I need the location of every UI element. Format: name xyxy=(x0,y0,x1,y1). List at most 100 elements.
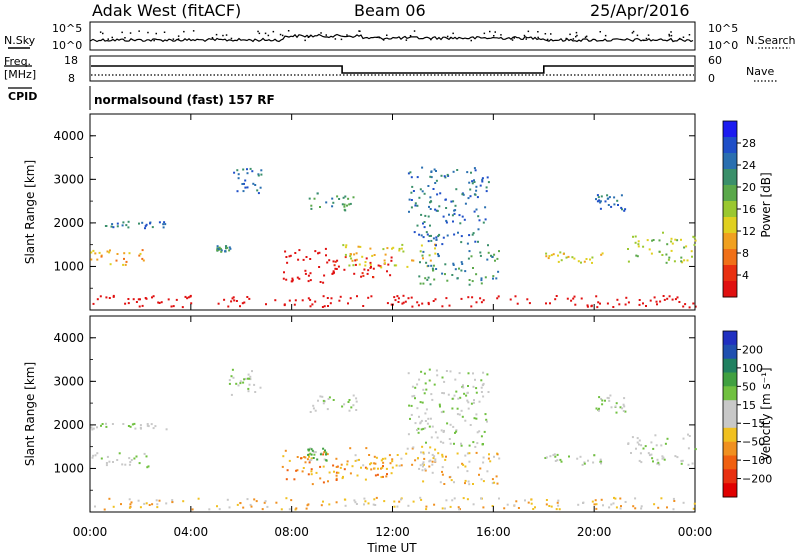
velocity-colorbar-block xyxy=(723,441,737,456)
velocity-point xyxy=(363,503,365,506)
velocity-point xyxy=(601,399,604,402)
noise-dot xyxy=(632,30,635,33)
power-point xyxy=(424,214,427,217)
power-colorbar-block xyxy=(723,169,737,186)
velocity-point xyxy=(475,417,478,420)
noise-dot xyxy=(452,32,454,35)
velocity-point xyxy=(467,407,470,410)
power-point xyxy=(437,255,440,258)
power-point xyxy=(260,169,263,172)
power-point xyxy=(474,169,477,172)
velocity-point xyxy=(472,483,474,485)
velocity-point xyxy=(456,407,459,410)
velocity-point xyxy=(308,455,310,458)
noise-dot xyxy=(358,30,360,32)
velocity-point xyxy=(364,466,367,469)
velocity-point xyxy=(327,480,329,483)
power-point xyxy=(244,179,247,182)
velocity-point xyxy=(638,459,641,462)
noise-dot xyxy=(523,34,526,37)
power-point xyxy=(471,182,474,185)
power-point xyxy=(342,244,345,247)
velocity-point xyxy=(354,501,357,504)
velocity-point xyxy=(441,376,444,379)
power-point xyxy=(139,298,141,301)
power-point xyxy=(411,259,413,262)
power-point xyxy=(548,255,551,258)
velocity-point xyxy=(288,508,291,511)
velocity-point xyxy=(599,460,602,463)
velocity-point xyxy=(325,459,328,462)
velocity-point xyxy=(122,423,125,425)
power-point xyxy=(437,235,440,238)
noise-dot xyxy=(307,36,310,38)
power-ylabel: Slant Range [km] xyxy=(23,160,37,264)
noise-dot xyxy=(155,32,157,35)
velocity-point xyxy=(381,466,384,469)
power-point xyxy=(446,173,449,176)
velocity-point xyxy=(353,499,356,502)
time-tick-label: 12:00 xyxy=(375,525,410,539)
velocity-point xyxy=(449,505,452,508)
power-point xyxy=(410,296,413,299)
velocity-point xyxy=(315,471,318,474)
power-point xyxy=(495,277,498,280)
velocity-point xyxy=(552,454,555,457)
power-point xyxy=(452,170,455,173)
velocity-point xyxy=(441,470,443,473)
power-point xyxy=(402,250,405,253)
velocity-point xyxy=(441,453,444,456)
velocity-point xyxy=(554,460,557,462)
power-point xyxy=(408,198,411,201)
power-point xyxy=(336,195,339,198)
velocity-point xyxy=(370,462,373,465)
velocity-point xyxy=(335,466,338,468)
power-point xyxy=(243,301,246,304)
noise-dot xyxy=(304,39,306,42)
noise-dot xyxy=(527,30,530,33)
power-point xyxy=(362,274,365,277)
power-point xyxy=(642,302,644,305)
velocity-point xyxy=(454,378,457,381)
velocity-point xyxy=(461,415,464,418)
velocity-point xyxy=(146,424,149,427)
velocity-point xyxy=(666,437,669,440)
velocity-point xyxy=(619,507,622,510)
power-point xyxy=(586,305,589,308)
power-point xyxy=(398,247,401,250)
power-point xyxy=(309,305,312,308)
velocity-point xyxy=(281,465,284,468)
velocity-point xyxy=(248,383,251,386)
time-axis-label: Time UT xyxy=(366,541,417,554)
power-point xyxy=(473,167,476,170)
power-point xyxy=(265,303,267,306)
power-point xyxy=(665,261,668,264)
power-point xyxy=(467,197,470,200)
power-point xyxy=(493,253,496,256)
velocity-point xyxy=(430,393,433,396)
velocity-point xyxy=(139,424,142,427)
velocity-point xyxy=(373,498,376,501)
freq-line xyxy=(91,65,694,74)
power-point xyxy=(498,250,500,253)
power-point xyxy=(334,267,337,270)
noise-dot xyxy=(470,39,472,42)
power-point xyxy=(596,194,599,197)
power-point xyxy=(335,268,338,270)
velocity-point xyxy=(441,455,444,458)
power-point xyxy=(241,302,244,305)
velocity-point xyxy=(430,436,433,439)
power-point xyxy=(110,225,113,228)
power-point xyxy=(244,186,247,189)
velocity-point xyxy=(532,508,535,510)
power-point xyxy=(100,255,103,258)
power-colorbar-blocks xyxy=(723,121,737,298)
velocity-point xyxy=(335,471,338,474)
velocity-point xyxy=(428,379,431,382)
power-point xyxy=(175,298,178,301)
power-point xyxy=(686,259,689,262)
velocity-point xyxy=(656,458,659,461)
velocity-colorbar-block xyxy=(723,427,737,443)
velocity-point xyxy=(310,473,313,476)
power-point xyxy=(444,273,446,276)
